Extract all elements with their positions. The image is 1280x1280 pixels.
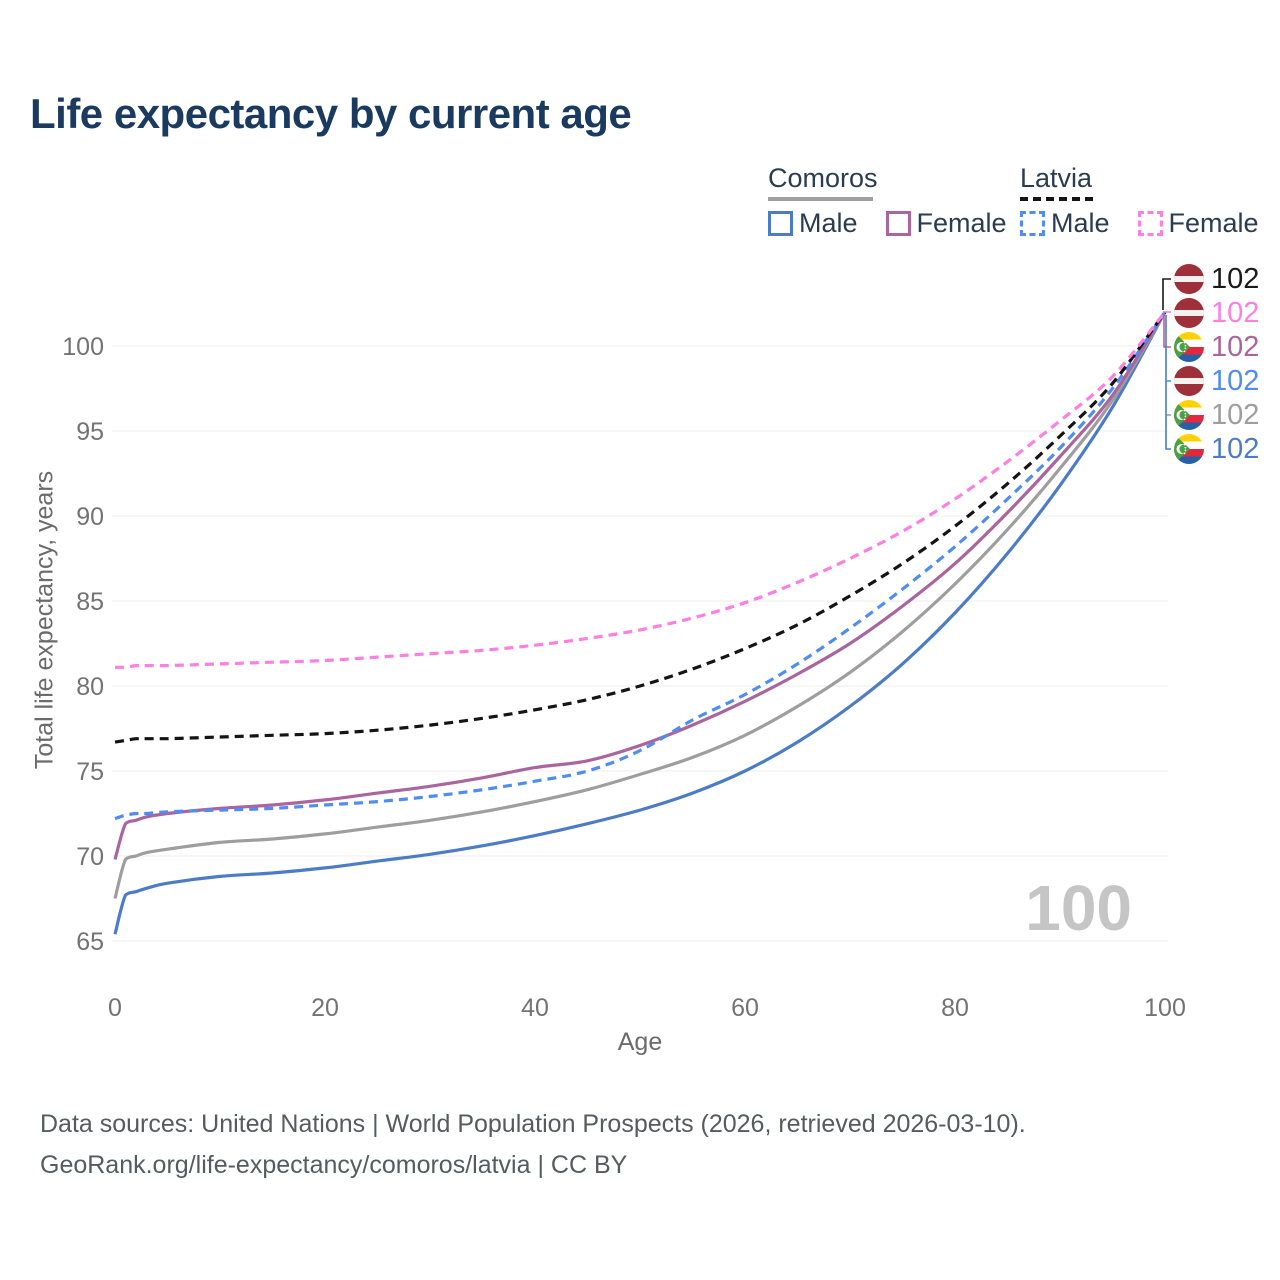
- end-label-value: 102: [1211, 330, 1260, 363]
- y-tick-label: 90: [76, 503, 104, 531]
- y-tick-label: 85: [76, 588, 104, 616]
- latvia-flag-icon: [1174, 264, 1204, 294]
- comoros-flag-icon: [1174, 332, 1204, 362]
- x-axis-title: Age: [617, 1028, 663, 1056]
- series-latvia-male-line[interactable]: [114, 311, 1167, 821]
- comoros-line-sample: [768, 197, 873, 201]
- end-label-value: 102: [1211, 262, 1260, 295]
- end-label-leader-line: [1163, 314, 1171, 348]
- footer-data-sources: Data sources: United Nations | World Pop…: [40, 1110, 1026, 1138]
- end-label-leader-line: [1162, 278, 1171, 310]
- x-tick-label: 40: [521, 994, 549, 1022]
- comoros-flag-icon: [1174, 400, 1204, 430]
- end-labels: 102 102 102 102 102 102: [1174, 262, 1259, 466]
- end-label-row[interactable]: 102: [1174, 330, 1259, 364]
- x-tick-label: 20: [311, 994, 339, 1022]
- legend-group-title-latvia[interactable]: Latvia: [1020, 163, 1093, 193]
- y-tick-label: 75: [76, 758, 104, 786]
- series-latvia-both-line[interactable]: [114, 311, 1167, 744]
- legend-item-label: Male: [1051, 208, 1110, 238]
- latvia-female-swatch-icon: [1137, 211, 1163, 236]
- series-comoros-female-line[interactable]: [113, 311, 1167, 860]
- legend-item-latvia-female[interactable]: Female: [1137, 208, 1259, 239]
- end-label-value: 102: [1211, 432, 1260, 465]
- comoros-female-swatch-icon: [885, 211, 911, 236]
- end-label-value: 102: [1211, 364, 1260, 397]
- end-label-value: 102: [1211, 398, 1260, 431]
- x-tick-label: 60: [731, 994, 759, 1022]
- page-title: Life expectancy by current age: [30, 90, 632, 137]
- comoros-flag-icon: [1174, 434, 1204, 464]
- end-label-leader-line: [1165, 315, 1171, 450]
- latvia-flag-icon: [1174, 366, 1204, 396]
- y-tick-label: 70: [76, 843, 104, 871]
- legend-item-comoros-female[interactable]: Female: [885, 208, 1007, 239]
- y-tick-label: 80: [76, 673, 104, 701]
- comoros-male-swatch-icon: [768, 211, 793, 236]
- y-tick-label: 100: [62, 333, 104, 361]
- footer: Data sources: United Nations | World Pop…: [40, 1104, 1026, 1186]
- legend-item-label: Female: [1168, 208, 1259, 238]
- legend-item-label: Male: [799, 208, 858, 238]
- end-label-row[interactable]: 102: [1174, 296, 1259, 330]
- age-watermark: 100: [1025, 872, 1132, 944]
- series-comoros-both-line[interactable]: [113, 311, 1167, 899]
- end-label-row[interactable]: 102: [1174, 262, 1259, 296]
- legend-group-title-comoros[interactable]: Comoros: [768, 163, 878, 193]
- end-label-row[interactable]: 102: [1174, 432, 1259, 466]
- end-label-value: 102: [1211, 296, 1260, 329]
- latvia-line-sample: [1020, 197, 1093, 201]
- legend-group-comoros: Comoros Male Female: [768, 163, 1007, 239]
- x-tick-label: 0: [108, 994, 122, 1022]
- footer-attribution: GeoRank.org/life-expectancy/comoros/latv…: [40, 1151, 628, 1179]
- series-comoros-male-line[interactable]: [113, 311, 1167, 935]
- legend-item-label: Female: [916, 208, 1007, 238]
- legend-item-comoros-male[interactable]: Male: [768, 208, 858, 239]
- y-tick-label: 95: [76, 418, 104, 446]
- legend-item-latvia-male[interactable]: Male: [1020, 208, 1110, 239]
- end-label-row[interactable]: 102: [1174, 398, 1259, 432]
- legend-group-latvia: Latvia Male Female: [1020, 163, 1259, 239]
- series-latvia-female-line[interactable]: [115, 310, 1167, 669]
- end-label-row[interactable]: 102: [1174, 364, 1259, 398]
- x-tick-label: 100: [1144, 994, 1186, 1022]
- x-tick-label: 80: [941, 994, 969, 1022]
- y-tick-label: 65: [76, 928, 104, 956]
- latvia-male-swatch-icon: [1020, 211, 1045, 236]
- latvia-flag-icon: [1174, 298, 1204, 328]
